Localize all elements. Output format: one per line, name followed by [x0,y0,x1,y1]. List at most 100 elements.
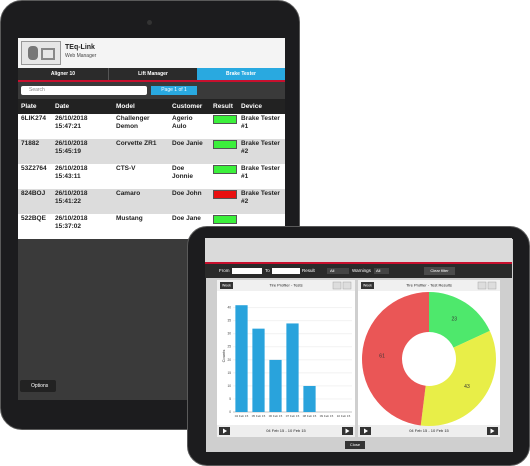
pagination[interactable]: Page 1 of 1 [151,86,197,95]
logo-figure [28,46,38,60]
cell: 522BQE [18,214,52,239]
result-indicator [213,190,237,199]
date-input[interactable] [272,268,300,274]
cell: Corvette ZR1 [113,139,169,164]
select-value: All [330,268,335,273]
column-header[interactable]: Result [210,99,238,114]
date-range: 04 Feb 15 - 10 Feb 15 [266,428,306,433]
options-button[interactable]: Options [20,380,56,392]
bar [235,305,248,412]
cell: Brake Tester #1 [238,164,285,189]
slice-label: 43 [464,384,470,390]
filter-label: To [265,268,270,273]
clear-button[interactable] [424,267,455,275]
result-indicator [213,165,237,174]
table-row[interactable]: 6LIK274 26/10/2018 15:47:21 Challenger Dem… [18,114,285,139]
y-tick-label: 0 [229,410,231,414]
toolbar: Search Page 1 of 1 [18,82,285,99]
column-header[interactable]: Date [52,99,113,114]
cell: Brake Tester #2 [238,139,285,164]
y-tick-label: 10 [227,384,231,388]
period-label: Week [222,283,231,287]
cell: Doe Jonnie [169,164,210,189]
logo [21,41,61,65]
cell: 26/10/2018 15:47:21 [52,114,113,139]
accent-line [205,262,512,264]
panel-header [358,280,500,291]
result-indicator [213,115,237,124]
y-tick-label: 30 [227,332,231,336]
result-cell [210,139,238,164]
header-row: Plate Date Model Customer Result Device [18,99,285,114]
app-title: TEq-Link [65,44,95,51]
app-header [205,238,512,262]
accent-line [18,80,285,82]
tablet: TEq-Link Web Manager Aligner 10 Lift Man… [0,0,300,430]
cell: 71882 [18,139,52,164]
icon-button[interactable] [487,281,497,290]
donut-slice [362,292,429,426]
select-value: All [376,268,381,273]
y-tick-label: 15 [227,371,231,375]
x-tick-label: 05 Feb 15 [252,414,266,418]
chart-title: Tire Profiler - Test Results [406,283,452,288]
cell: 26/10/2018 15:45:19 [52,139,113,164]
select[interactable] [327,268,349,274]
donut-slice [420,330,496,426]
close-label: Close [350,442,361,447]
app-header: TEq-Link Web Manager [18,38,285,68]
icon-button[interactable] [342,281,352,290]
y-tick-label: 5 [229,397,231,401]
period-button[interactable] [220,282,233,289]
column-header[interactable]: Device [238,99,285,114]
logo-figure [41,48,55,60]
donut-slice [429,292,490,348]
period-button[interactable] [361,282,374,289]
period-label: Week [363,283,372,287]
tab[interactable]: Aligner 10 [50,71,76,77]
y-axis-label: Counts [221,350,226,363]
table-row[interactable]: 53Z2764 26/10/2018 15:43:11 CTS-V Doe Jonni… [18,164,285,189]
cell: 824BOJ [18,189,52,214]
slice-label: 61 [379,353,385,359]
result-indicator [213,140,237,149]
result-cell [210,189,238,214]
table-row[interactable]: 71882 26/10/2018 15:45:19 Corvette ZR1 Doe … [18,139,285,164]
panel-footer [358,425,500,437]
app-subtitle: Web Manager [65,53,97,59]
cell: 26/10/2018 15:37:02 [52,214,113,239]
cell: 26/10/2018 15:43:11 [52,164,113,189]
x-tick-label: 07 Feb 15 [286,414,300,418]
cell: Mustang [113,214,169,239]
clear-label: Clear filter [430,268,449,273]
tab-active[interactable]: Brake Tester [197,68,285,80]
y-tick-label: 40 [227,306,231,310]
x-tick-label: 06 Feb 15 [269,414,283,418]
camera [147,20,152,25]
cell: Challenger Demon [113,114,169,139]
result-indicator [213,215,237,224]
date-input[interactable] [232,268,262,274]
close-button[interactable] [345,441,365,449]
tab[interactable]: Lift Manager [108,68,197,80]
icon-button[interactable] [477,281,487,290]
column-header[interactable]: Model [113,99,169,114]
next-arrow [345,428,350,434]
tab-bar: Aligner 10 Lift Manager Brake Tester [18,68,285,80]
select[interactable] [374,268,389,274]
icon-button[interactable] [332,281,342,290]
column-header[interactable]: Customer [169,99,210,114]
prev-arrow [223,428,227,434]
search-box[interactable]: Search [21,86,147,95]
column-header[interactable]: Plate [18,99,52,114]
bar [286,323,299,412]
chart-title: Tire Profiler - Tests [269,283,302,288]
search-placeholder: Search [29,87,45,93]
cell: 6LIK274 [18,114,52,139]
screen: TEq-Link Web Manager Aligner 10 Lift Man… [18,38,285,400]
x-tick-label: 10 Feb 15 [337,414,351,418]
cell: Agerio Aulo [169,114,210,139]
options-label: Options [31,383,49,389]
table-row[interactable]: 824BOJ 26/10/2018 15:41:22 Camaro Doe John B… [18,189,285,214]
